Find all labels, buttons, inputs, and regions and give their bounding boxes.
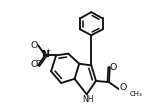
Text: O: O: [119, 83, 126, 92]
Text: −: −: [36, 58, 41, 64]
Text: O: O: [31, 41, 38, 50]
Text: N: N: [41, 50, 49, 59]
Text: O: O: [31, 60, 38, 69]
Text: NH: NH: [82, 95, 93, 104]
Text: +: +: [46, 48, 51, 53]
Text: O: O: [110, 63, 117, 72]
Text: CH₃: CH₃: [130, 91, 142, 97]
